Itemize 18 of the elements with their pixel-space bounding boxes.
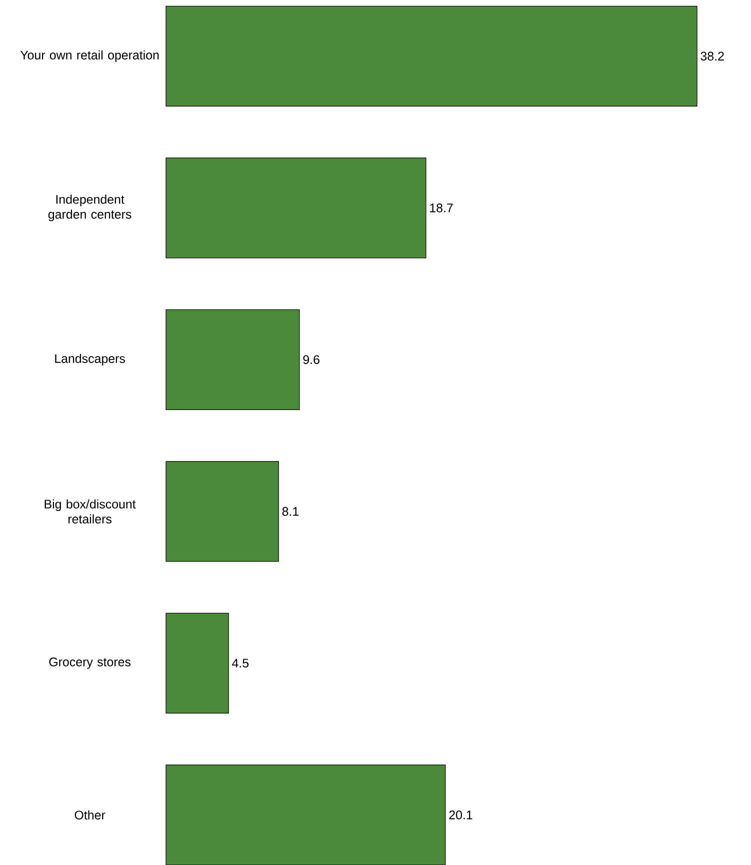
data-label: 8.1 <box>282 507 298 516</box>
bar <box>166 6 698 106</box>
y-tick-label: Big box/discount retailers <box>44 499 136 524</box>
y-tick-label: Landscapers <box>55 354 125 366</box>
data-label: 9.6 <box>303 355 320 364</box>
bar <box>166 158 426 258</box>
y-tick-label: Other <box>74 810 106 820</box>
y-tick-label: Your own retail operation <box>20 50 159 62</box>
bar <box>166 764 446 865</box>
data-label: 18.7 <box>430 204 453 212</box>
bar <box>166 612 229 714</box>
bar <box>166 461 279 562</box>
y-tick-label: Independent garden centers <box>48 194 132 222</box>
data-label: 4.5 <box>232 658 249 668</box>
data-label: 38.2 <box>700 52 724 61</box>
y-tick-label: Grocery stores <box>49 658 131 669</box>
data-label: 20.1 <box>449 810 472 820</box>
bar <box>166 309 300 410</box>
